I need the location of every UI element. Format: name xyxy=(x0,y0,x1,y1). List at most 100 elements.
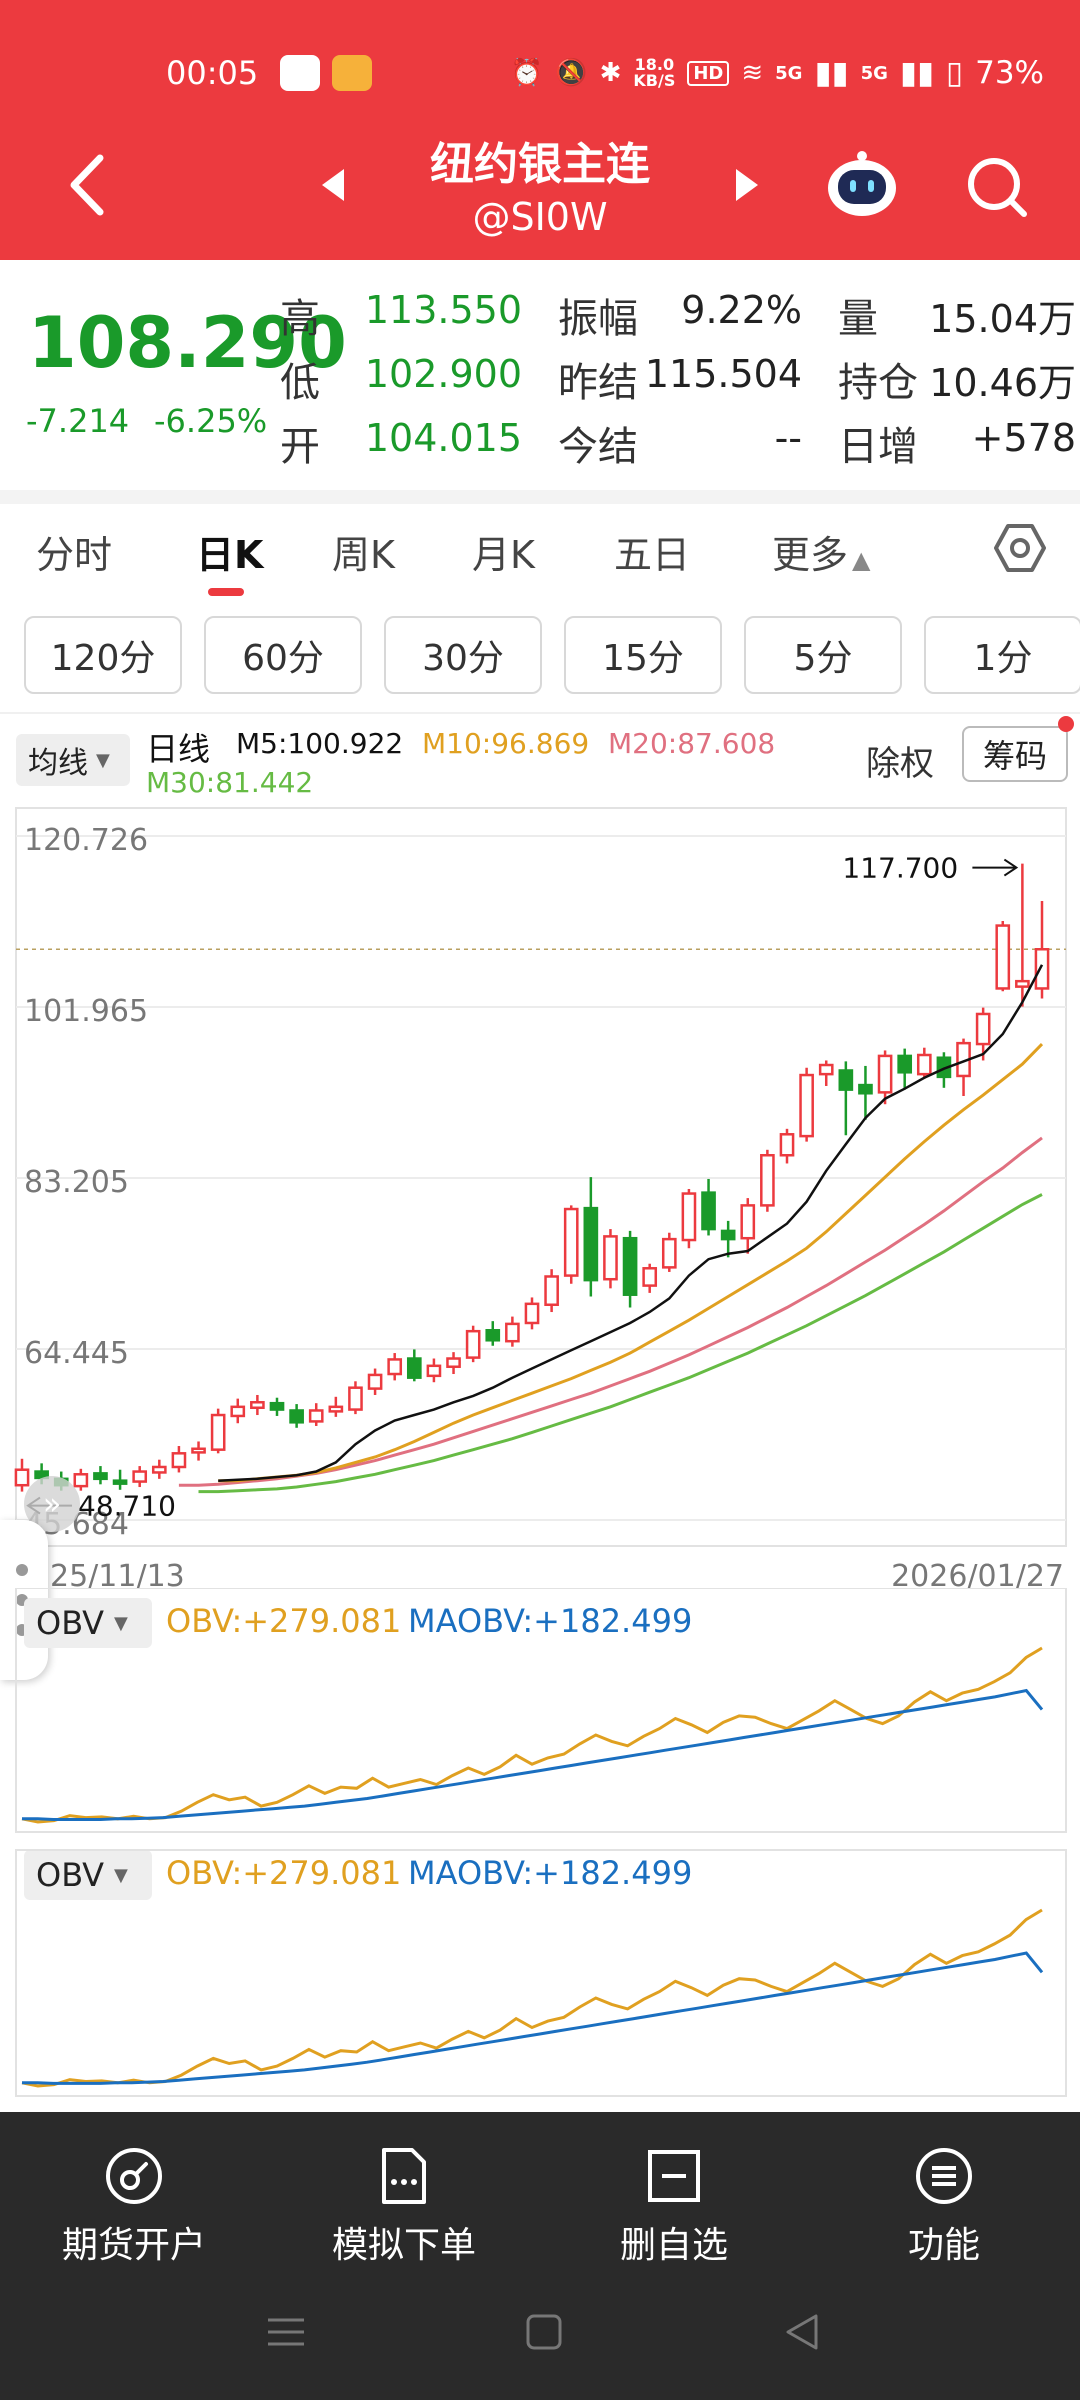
simulated-order-button[interactable]: 模拟下单 xyxy=(294,2132,514,2272)
section-divider xyxy=(0,490,1080,504)
ma-selector-label: 均线 xyxy=(28,746,88,781)
max-arrow-head xyxy=(1003,858,1019,877)
tab-daily-k[interactable]: 日K xyxy=(196,533,264,577)
period-5min[interactable]: 5分 xyxy=(744,616,902,694)
search-icon[interactable] xyxy=(964,154,1030,220)
candle xyxy=(642,1263,658,1293)
ma-selector[interactable]: 均线 ▼ xyxy=(16,734,130,786)
today-settle-label: 今结 xyxy=(558,424,638,470)
battery-level: 73% xyxy=(975,55,1044,91)
home-icon[interactable] xyxy=(522,2310,566,2354)
candle xyxy=(681,1188,697,1249)
mute-icon: 🔕 xyxy=(555,58,588,88)
tab-five-day[interactable]: 五日 xyxy=(614,533,691,577)
dropdown-caret-icon: ▼ xyxy=(96,749,110,771)
obv-value-1: OBV:+279.081 xyxy=(166,1602,402,1640)
candle-body xyxy=(93,1472,108,1481)
candle xyxy=(14,1458,30,1492)
settings-hexagon-icon[interactable] xyxy=(994,522,1046,574)
candle xyxy=(916,1047,932,1079)
candle xyxy=(858,1065,873,1120)
last-price: 108.290 xyxy=(28,302,347,384)
period-15min[interactable]: 15分 xyxy=(564,616,722,694)
max-price-label: 117.700 xyxy=(842,852,958,885)
open-account-button[interactable]: 期货开户 xyxy=(24,2132,244,2272)
signal-1-icon: ▮▮ xyxy=(814,55,849,91)
candle-body xyxy=(485,1329,501,1342)
obv-selector-2-label: OBV xyxy=(36,1856,105,1894)
candle-body xyxy=(1034,948,1050,990)
candle-body xyxy=(426,1364,442,1378)
ex-rights-toggle[interactable]: 除权 xyxy=(866,744,934,784)
obv-value-2: OBV:+279.081 xyxy=(166,1854,402,1892)
period-60min[interactable]: 60分 xyxy=(204,616,362,694)
daily-change-label: 日增 xyxy=(838,424,918,470)
dropdown-caret-icon: ▼ xyxy=(114,1612,128,1634)
candle-body xyxy=(975,1012,991,1046)
period-1min[interactable]: 1分 xyxy=(924,616,1080,694)
min-price-label: 48.710 xyxy=(78,1490,176,1523)
obv-chart-2[interactable] xyxy=(0,1840,1080,2100)
candle-body xyxy=(289,1409,304,1424)
tab-more[interactable]: 更多 ▲ xyxy=(772,524,870,579)
candle xyxy=(877,1050,893,1105)
candle xyxy=(112,1469,128,1490)
high-label: 高 xyxy=(280,296,320,342)
header: 00:05 ⏰ 🔕 ✱ 18.0 KB/S HD ≋ 5G ▮▮ 5G ▮▮ ▯ 73… xyxy=(0,0,1080,260)
ma30-value: M30:81.442 xyxy=(146,766,314,799)
candle-body xyxy=(544,1275,559,1306)
price-tick-label: 83.205 xyxy=(24,1165,129,1200)
tab-monthly-k[interactable]: 月K xyxy=(472,533,535,577)
obv-chart-1[interactable] xyxy=(0,1588,1080,1838)
tab-intraday[interactable]: 分时 xyxy=(36,533,113,577)
chart-grid xyxy=(15,807,1067,1547)
open-interest-label: 持仓 xyxy=(838,360,918,406)
candle xyxy=(505,1316,520,1347)
obv-selector-2[interactable]: OBV ▼ xyxy=(24,1850,152,1900)
candle-body xyxy=(14,1468,30,1487)
moving-averages xyxy=(178,964,1044,1494)
app-chip-icon xyxy=(280,55,321,91)
battery-icon: ▯ xyxy=(946,55,964,91)
candle-body xyxy=(740,1204,756,1240)
candle-body xyxy=(603,1235,618,1281)
status-time: 00:05 xyxy=(166,54,259,92)
tab-weekly-k[interactable]: 周K xyxy=(332,533,395,577)
next-contract-icon[interactable] xyxy=(732,165,762,205)
candle-body xyxy=(387,1358,403,1376)
candle xyxy=(1034,900,1050,999)
notification-dot xyxy=(1058,716,1074,732)
candle xyxy=(838,1061,854,1136)
obv-selector-1[interactable]: OBV ▼ xyxy=(24,1598,152,1648)
candle-body xyxy=(132,1470,148,1483)
candlestick-chart[interactable]: 120.726101.96583.20564.44545.684117.7004… xyxy=(0,800,1080,1600)
status-bar-left: 00:05 xyxy=(166,48,373,98)
back-arrow-icon[interactable] xyxy=(60,150,120,220)
obv-line-obv xyxy=(21,1908,1043,2088)
dropdown-caret-icon: ▼ xyxy=(114,1864,128,1886)
menu-circle-icon xyxy=(916,2148,972,2204)
period-120min[interactable]: 120分 xyxy=(24,616,182,694)
period-30min[interactable]: 30分 xyxy=(384,616,542,694)
high-value: 113.550 xyxy=(364,288,522,332)
price-axis: 120.726101.96583.20564.44545.684117.7004… xyxy=(24,823,1064,1594)
candle xyxy=(426,1358,442,1383)
signal-2-icon: ▮▮ xyxy=(899,55,935,91)
remove-watchlist-button[interactable]: 删自选 xyxy=(564,2132,784,2272)
quote-panel: 108.290 -7.214 -6.25% 高 低 开 113.550 102.… xyxy=(0,260,1080,490)
candle xyxy=(191,1441,206,1461)
prev-contract-icon[interactable] xyxy=(318,165,348,205)
low-value: 102.900 xyxy=(364,352,522,396)
open-interest-value: 10.46万 xyxy=(929,361,1076,405)
chip-distribution-button[interactable]: 筹码 xyxy=(962,726,1068,782)
candle-body xyxy=(308,1409,324,1423)
ma-kind: 日线 xyxy=(146,730,211,768)
assistant-robot-icon[interactable] xyxy=(826,150,898,218)
candle-body xyxy=(701,1191,716,1231)
back-icon[interactable] xyxy=(780,2310,824,2354)
menu-icon[interactable] xyxy=(264,2310,308,2354)
candle-body xyxy=(465,1329,481,1359)
functions-button[interactable]: 功能 xyxy=(834,2132,1054,2272)
candle-body xyxy=(583,1206,599,1282)
ma20-value: M20:87.608 xyxy=(608,727,776,760)
